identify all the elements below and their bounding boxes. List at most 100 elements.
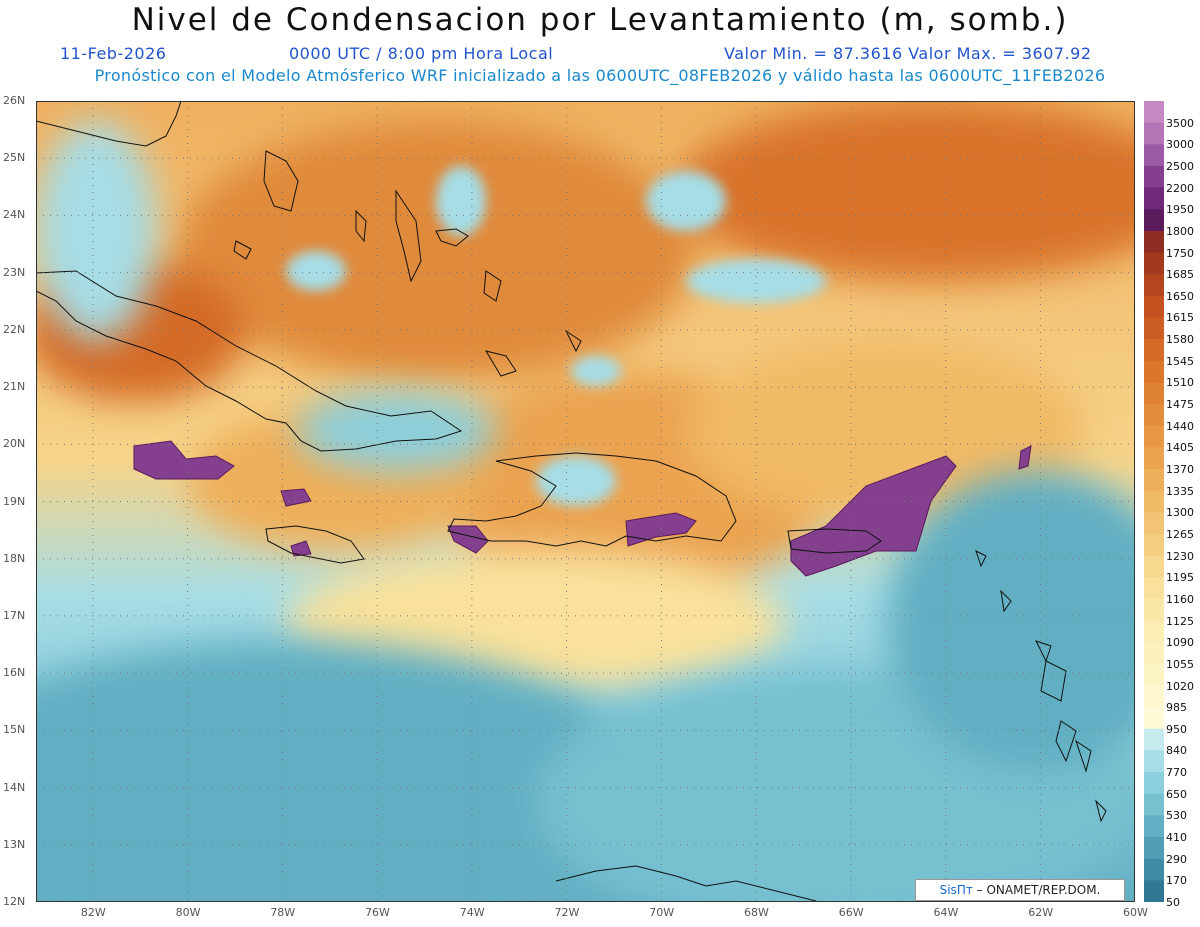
legend-label: 1055 xyxy=(1166,657,1194,671)
legend-swatch xyxy=(1144,404,1164,427)
legend-label: 1405 xyxy=(1166,441,1194,455)
lat-label: 13N xyxy=(3,837,26,851)
legend-label: 530 xyxy=(1166,809,1187,823)
legend-swatch xyxy=(1144,815,1164,838)
legend-label: 1125 xyxy=(1166,614,1194,628)
legend-label: 770 xyxy=(1166,766,1187,780)
lat-label: 20N xyxy=(3,437,26,451)
legend-swatch xyxy=(1144,663,1164,687)
legend-swatch xyxy=(1144,533,1164,557)
legend-label: 1800 xyxy=(1166,224,1194,238)
legend-label: 1230 xyxy=(1166,549,1194,563)
legend-swatch xyxy=(1144,707,1164,730)
legend-label: 1335 xyxy=(1166,484,1194,498)
legend-label: 1475 xyxy=(1166,398,1194,412)
legend-label: 1750 xyxy=(1166,246,1194,260)
legend-swatch xyxy=(1144,598,1164,622)
legend-label: 950 xyxy=(1166,722,1187,736)
lat-label: 21N xyxy=(3,380,26,394)
legend-swatch xyxy=(1144,317,1164,340)
legend-swatch xyxy=(1144,447,1164,470)
legend-swatch xyxy=(1144,295,1164,318)
legend-label: 290 xyxy=(1166,852,1187,866)
coastlines xyxy=(36,101,1107,902)
lesser-antilles-coast xyxy=(975,550,1107,823)
lon-label: 62W xyxy=(1028,906,1054,919)
legend-label: 985 xyxy=(1166,701,1187,715)
legend-label: 1300 xyxy=(1166,506,1194,520)
legend-label: 3000 xyxy=(1166,138,1194,152)
lon-label: 68W xyxy=(744,906,769,919)
lon-label: 82W xyxy=(80,906,106,919)
legend-swatch xyxy=(1144,382,1164,405)
legend-label: 1950 xyxy=(1166,203,1194,217)
legend-swatch xyxy=(1144,187,1164,210)
hispaniola-coast xyxy=(447,452,737,547)
map-title: Nivel de Condensacion por Levantamiento … xyxy=(131,2,1069,38)
lat-label: 12N xyxy=(3,895,26,908)
lon-label: 72W xyxy=(554,906,580,919)
lat-label: 24N xyxy=(3,208,26,222)
legend-swatch xyxy=(1144,750,1164,773)
legend-label: 1615 xyxy=(1166,311,1194,325)
legend-label: 1265 xyxy=(1166,527,1194,541)
legend-swatch xyxy=(1144,555,1164,578)
legend-swatch xyxy=(1144,837,1164,860)
lon-label: 70W xyxy=(649,906,675,919)
legend-swatch xyxy=(1144,252,1164,275)
legend-swatch xyxy=(1144,772,1164,795)
legend-label: 650 xyxy=(1166,787,1187,801)
jamaica-coast xyxy=(265,525,365,564)
legend-swatch xyxy=(1144,642,1164,665)
legend-label: 840 xyxy=(1166,744,1187,758)
lon-label: 66W xyxy=(838,906,864,919)
legend-swatch xyxy=(1144,165,1164,189)
min-max-values: Valor Min. = 87.3616 Valor Max. = 3607.9… xyxy=(724,44,1092,63)
legend-label: 1545 xyxy=(1166,354,1194,368)
lat-label: 22N xyxy=(3,322,26,336)
legend-swatch xyxy=(1144,880,1164,902)
legend-swatch xyxy=(1144,101,1164,124)
lat-label: 19N xyxy=(3,494,26,508)
cyan-patches xyxy=(286,166,826,506)
legend-label: 2500 xyxy=(1166,159,1194,173)
legend-label: 1650 xyxy=(1166,289,1194,303)
lon-label: 74W xyxy=(459,906,485,919)
south-america-coast xyxy=(555,865,817,902)
legend-swatch xyxy=(1144,858,1164,881)
legend-label: 1195 xyxy=(1166,571,1194,585)
blue-field xyxy=(36,121,1135,902)
lon-label: 76W xyxy=(365,906,390,919)
legend-label: 1685 xyxy=(1166,268,1194,282)
high-lcl-areas xyxy=(133,440,1032,577)
legend-swatch xyxy=(1144,144,1164,167)
bahamas-coast xyxy=(233,150,582,377)
legend-swatch xyxy=(1144,230,1164,254)
legend-swatch xyxy=(1144,425,1164,448)
lon-label: 64W xyxy=(933,906,959,919)
legend-label: 2200 xyxy=(1166,181,1194,195)
legend-swatch xyxy=(1144,728,1164,751)
legend-label: 1020 xyxy=(1166,679,1194,693)
legend-swatch xyxy=(1144,122,1164,145)
lat-label: 14N xyxy=(3,780,26,794)
legend-label: 1510 xyxy=(1166,376,1194,390)
forecast-date: 11-Feb-2026 xyxy=(60,44,167,63)
legend-swatch xyxy=(1144,209,1164,232)
legend-label: 170 xyxy=(1166,874,1187,888)
legend-swatch xyxy=(1144,685,1164,708)
forecast-time: 0000 UTC / 8:00 pm Hora Local xyxy=(289,44,554,63)
lat-label: 18N xyxy=(3,551,26,565)
legend-swatch xyxy=(1144,360,1164,383)
lat-label: 16N xyxy=(3,666,26,680)
color-legend xyxy=(1144,101,1164,902)
lat-label: 23N xyxy=(3,265,26,279)
sispi-logo: SisПт xyxy=(939,883,973,897)
credit-box: SisПт – ONAMET/REP.DOM. xyxy=(915,879,1125,901)
lcl-map xyxy=(36,101,1135,902)
legend-label: 1370 xyxy=(1166,463,1194,477)
lon-label: 78W xyxy=(270,906,296,919)
legend-swatch xyxy=(1144,620,1164,643)
legend-swatch xyxy=(1144,577,1164,600)
legend-swatch xyxy=(1144,339,1164,362)
